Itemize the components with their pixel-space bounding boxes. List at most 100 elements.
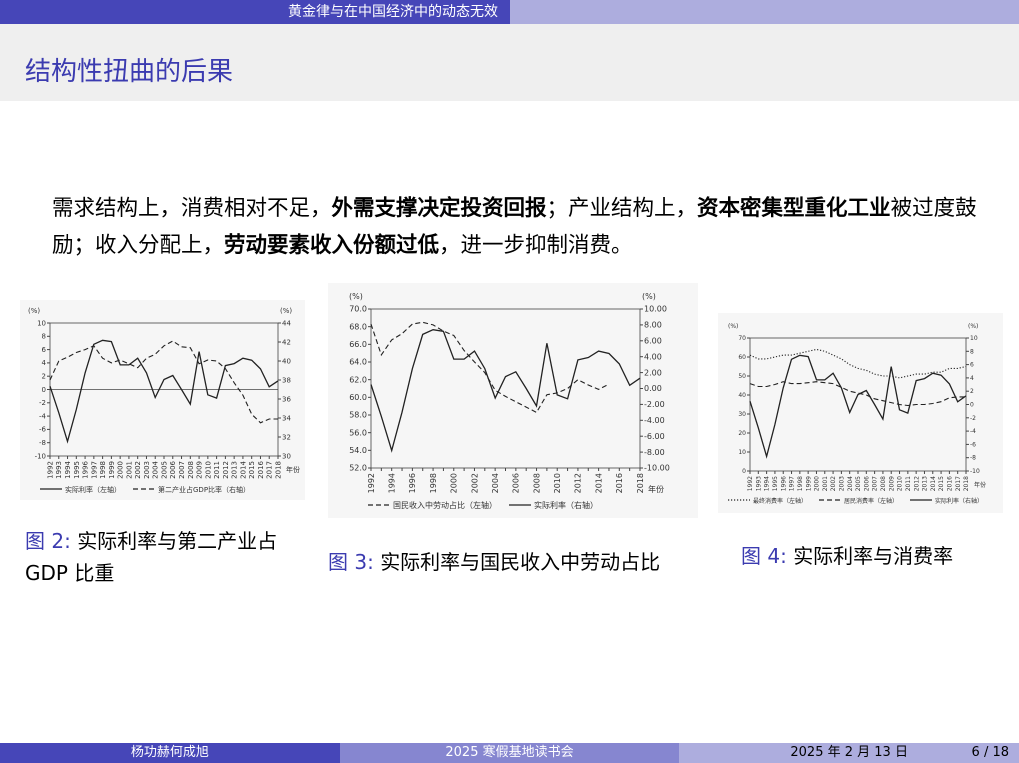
y-tick-label-left: 60 bbox=[738, 354, 746, 361]
y-tick-label-left: 10 bbox=[738, 449, 746, 456]
x-tick-label: 1992 bbox=[46, 461, 54, 479]
y-tick-label-left: 10 bbox=[37, 319, 46, 327]
x-tick-label: 2016 bbox=[946, 476, 953, 491]
caption-number: 图 3: bbox=[328, 550, 374, 574]
y-tick-label-left: 70 bbox=[738, 335, 746, 342]
x-tick-label: 2002 bbox=[470, 473, 479, 493]
series-line-1 bbox=[749, 381, 966, 407]
slide-title: 结构性扭曲的后果 bbox=[25, 57, 234, 87]
x-tick-label: 1998 bbox=[797, 476, 804, 491]
y-tick-label-right: 4 bbox=[970, 375, 974, 382]
y-tick-label-left: 20 bbox=[738, 430, 746, 437]
y-tick-label-right: 38 bbox=[282, 376, 291, 384]
y-tick-label-right: 4.00 bbox=[644, 352, 662, 361]
x-tick-label: 1999 bbox=[108, 461, 116, 479]
x-tick-label: 2004 bbox=[847, 476, 854, 491]
y-tick-label-right: -8 bbox=[970, 455, 976, 462]
y-axis-right-unit: (%) bbox=[642, 292, 656, 301]
x-tick-label: 2012 bbox=[574, 473, 583, 493]
x-tick-label: 1993 bbox=[55, 461, 63, 479]
series-line-0 bbox=[749, 348, 967, 379]
body-text: 需求结构上，消费相对不足，外需支撑决定投资回报；产业结构上，资本密集型重化工业被… bbox=[52, 190, 982, 264]
page-number[interactable]: 6 / 18 bbox=[971, 745, 1010, 760]
legend-label: 国民收入中劳动占比（左轴） bbox=[393, 500, 497, 510]
y-tick-label-right: 2.00 bbox=[644, 368, 662, 377]
y-tick-label-right: -6 bbox=[970, 441, 976, 448]
y-tick-label-right: 30 bbox=[282, 452, 291, 460]
y-tick-label-right: 10.00 bbox=[644, 305, 667, 314]
series-line-0 bbox=[49, 339, 279, 444]
y-tick-label-left: 4 bbox=[42, 359, 47, 367]
x-tick-label: 1994 bbox=[387, 473, 396, 493]
x-axis-label: 年份 bbox=[286, 465, 300, 474]
x-tick-label: 1998 bbox=[99, 461, 107, 479]
caption-figure-4: 图 4: 实际利率与消费率 bbox=[741, 540, 1011, 572]
x-tick-label: 1992 bbox=[747, 476, 754, 491]
x-tick-label: 1993 bbox=[755, 476, 762, 491]
footer: 杨功赫何成旭 2025 寒假基地读书会 2025 年 2 月 13 日 6 / 1… bbox=[0, 743, 1019, 763]
y-tick-label-right: -2.00 bbox=[644, 400, 665, 409]
y-tick-label-right: 6 bbox=[970, 362, 974, 369]
y-axis-left-unit: (%) bbox=[728, 323, 738, 330]
x-tick-label: 2007 bbox=[872, 476, 879, 491]
presentation-title[interactable]: 黄金律与在中国经济中的动态无效 bbox=[0, 0, 510, 24]
x-tick-label: 1994 bbox=[764, 476, 771, 491]
x-tick-label: 2012 bbox=[222, 461, 230, 479]
y-axis-left-unit: (%) bbox=[28, 307, 40, 315]
y-tick-label-right: 10 bbox=[970, 335, 978, 342]
x-tick-label: 2003 bbox=[143, 461, 151, 479]
x-tick-label: 2008 bbox=[532, 473, 541, 493]
x-tick-label: 2008 bbox=[880, 476, 887, 491]
emphasis-text: 劳动要素收入份额过低 bbox=[224, 233, 440, 258]
chart-real-rate-consumption: (%) (%) 0 10 20 30 40 50 60 70 -10 -8 -6 -4 -2 0 2 4 6 8 10 1… bbox=[718, 313, 1003, 513]
y-tick-label-left: 0 bbox=[742, 468, 746, 475]
x-tick-label: 2017 bbox=[955, 476, 962, 491]
y-tick-label-right: 36 bbox=[282, 395, 291, 403]
x-tick-label: 2002 bbox=[134, 461, 142, 479]
x-tick-label: 2006 bbox=[169, 460, 177, 478]
y-tick-label-right: 2 bbox=[970, 388, 974, 395]
x-tick-label: 2007 bbox=[178, 461, 186, 479]
x-tick-label: 2010 bbox=[204, 461, 212, 479]
chart-real-rate-secondary-industry: (%) (%) -10 -8 -6 -4 -2 0 2 4 6 8 10 30 32 34 36 38 40 42 44… bbox=[20, 300, 305, 500]
y-tick-label-left: 6 bbox=[42, 346, 47, 354]
x-tick-label: 2013 bbox=[231, 461, 239, 479]
series-line-1 bbox=[49, 340, 278, 424]
caption-text: 实际利率与消费率 bbox=[793, 544, 954, 568]
footer-author: 杨功赫何成旭 bbox=[0, 743, 340, 763]
series-line-2 bbox=[749, 354, 967, 459]
x-tick-label: 2011 bbox=[905, 476, 912, 491]
y-tick-label-left: 70.0 bbox=[349, 305, 367, 314]
y-tick-label-left: 0 bbox=[42, 386, 46, 394]
y-tick-label-left: 52.0 bbox=[349, 464, 367, 473]
x-tick-label: 2009 bbox=[196, 461, 204, 479]
legend-label: 实际利率（右轴） bbox=[935, 497, 983, 505]
caption-text: 实际利率与第二产业占 GDP 比重 bbox=[25, 529, 278, 585]
x-tick-label: 2000 bbox=[450, 473, 459, 493]
y-tick-label-right: -10 bbox=[970, 468, 980, 475]
y-tick-label-right: 0 bbox=[970, 402, 974, 409]
x-tick-label: 2010 bbox=[897, 476, 904, 491]
emphasis-text: 外需支撑决定投资回报 bbox=[331, 196, 547, 221]
y-tick-label-left: 8 bbox=[42, 333, 46, 341]
legend-label: 第二产业占GDP比率（右轴） bbox=[158, 485, 250, 494]
x-tick-label: 1996 bbox=[408, 473, 417, 493]
y-tick-label-right: -2 bbox=[970, 415, 976, 422]
y-tick-label-left: -10 bbox=[35, 452, 46, 460]
x-tick-label: 2000 bbox=[117, 461, 125, 479]
y-tick-label-right: 40 bbox=[282, 357, 291, 365]
y-tick-label-left: -4 bbox=[39, 412, 47, 420]
x-tick-label: 2008 bbox=[187, 461, 195, 479]
legend-label: 实际利率（左轴） bbox=[65, 485, 121, 494]
x-tick-label: 2016 bbox=[257, 460, 265, 478]
body-text-segment: 被过度鼓励；收入分配上， bbox=[52, 196, 977, 258]
x-tick-label: 2001 bbox=[822, 476, 829, 491]
y-tick-label-left: 68.0 bbox=[349, 322, 367, 331]
y-tick-label-right: 44 bbox=[282, 319, 291, 327]
x-tick-label: 2017 bbox=[266, 461, 274, 479]
y-axis-right-unit: (%) bbox=[968, 323, 978, 330]
series-line-1 bbox=[370, 329, 641, 453]
emphasis-text: 资本密集型重化工业 bbox=[697, 196, 891, 221]
y-tick-label-left: 64.0 bbox=[349, 358, 367, 367]
x-tick-label: 2009 bbox=[888, 476, 895, 491]
